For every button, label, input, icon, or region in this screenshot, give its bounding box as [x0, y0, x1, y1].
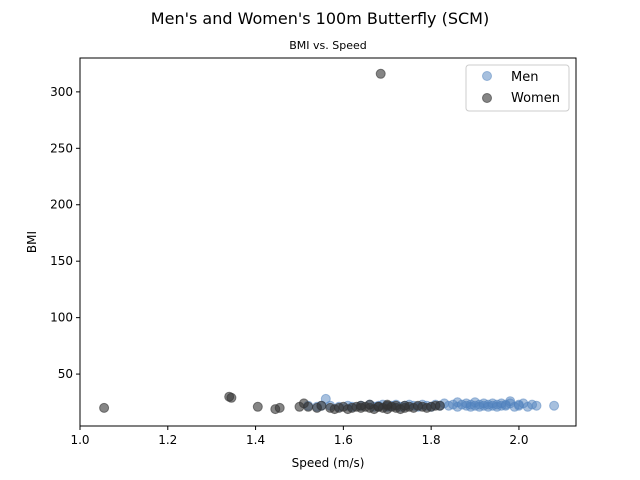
point-women: [434, 400, 445, 411]
point-women: [364, 399, 375, 410]
y-tick-label: 150: [50, 254, 73, 268]
legend-label-women: Women: [511, 91, 560, 106]
x-tick-label: 1.8: [422, 433, 441, 447]
point-women: [274, 402, 285, 413]
y-tick-label: 200: [50, 198, 73, 212]
point-women: [303, 401, 314, 412]
point-women: [355, 400, 366, 411]
point-women: [316, 400, 327, 411]
legend: Men Women: [465, 64, 570, 112]
y-tick-label: 300: [50, 85, 73, 99]
point-women: [252, 401, 263, 412]
x-tick-label: 1.4: [246, 433, 265, 447]
y-tick-label: 250: [50, 141, 73, 155]
point-women: [375, 68, 386, 79]
y-axis-ticks: 50 100 150 200 250 300: [50, 85, 80, 381]
point-men: [549, 400, 560, 411]
point-women: [373, 401, 384, 412]
x-axis-ticks: 1.0 1.2 1.4 1.6 1.8 2.0: [70, 426, 528, 447]
chart-title: Men's and Women's 100m Butterfly (SCM): [151, 9, 489, 28]
y-axis-label: BMI: [25, 231, 39, 253]
x-tick-label: 2.0: [509, 433, 528, 447]
legend-label-men: Men: [511, 70, 538, 85]
point-women: [382, 399, 393, 410]
x-tick-label: 1.2: [158, 433, 177, 447]
x-tick-label: 1.6: [334, 433, 353, 447]
legend-marker-women: [482, 93, 492, 103]
legend-marker-men: [482, 71, 492, 81]
point-women: [226, 392, 237, 403]
x-axis-label: Speed (m/s): [292, 456, 365, 470]
plot-frame: [79, 57, 577, 427]
y-tick-label: 100: [50, 311, 73, 325]
y-tick-label: 50: [58, 367, 73, 381]
x-tick-label: 1.0: [70, 433, 89, 447]
point-men: [531, 400, 542, 411]
point-men: [505, 396, 516, 407]
point-women: [399, 400, 410, 411]
chart-subtitle: BMI vs. Speed: [289, 39, 367, 52]
point-women: [99, 402, 110, 413]
data-points: [99, 68, 560, 415]
